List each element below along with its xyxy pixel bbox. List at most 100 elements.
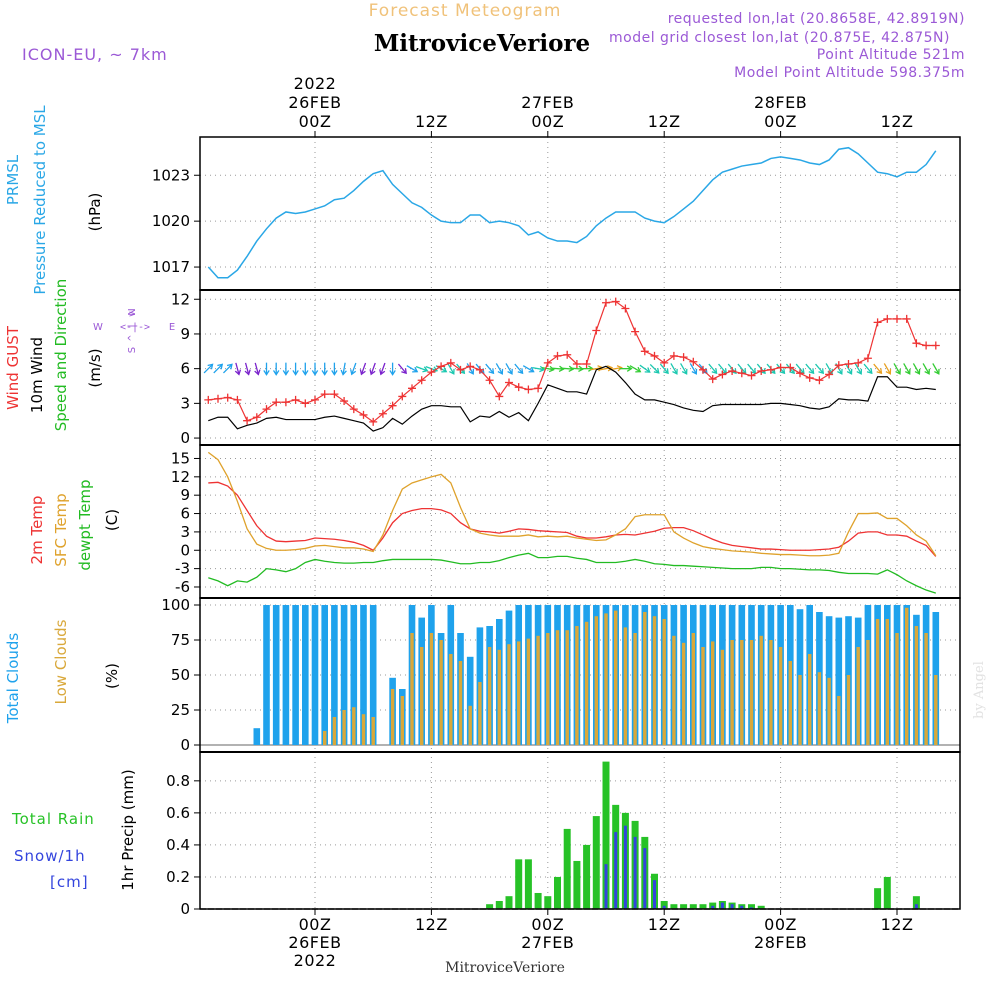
low-cloud-bar [468, 705, 472, 745]
wind-arrow-shaft [514, 363, 524, 374]
sfc-temp-line [207, 451, 937, 557]
wind-arrow-head [292, 370, 299, 376]
gust-marker [893, 314, 901, 323]
y-tick-label: -3 [175, 560, 190, 578]
gust-marker [922, 341, 931, 350]
low-cloud-bar [691, 633, 695, 745]
y-tick-label: 9 [180, 486, 190, 504]
rain-bar [883, 876, 891, 909]
y-tick-label: 0.2 [166, 868, 190, 886]
wind-arrow [883, 363, 892, 375]
wind-arrow-shaft [522, 365, 534, 373]
low-cloud-bar [672, 635, 676, 745]
low-cloud-bar [914, 626, 919, 745]
temp2m-label: 2m Temp [28, 496, 46, 565]
wind-arrow-shaft [718, 363, 727, 374]
wind-arrow-head [282, 370, 290, 376]
wind-arrow-shaft [912, 363, 920, 375]
pressure-label-2: Pressure Reduced to MSL [31, 105, 49, 295]
wind-arrow-head [876, 368, 883, 375]
y-tick-label: 6 [180, 360, 190, 378]
total-cloud-bar [272, 605, 280, 745]
wind-arrow [244, 362, 251, 376]
wind-labels: Wind GUST 10m Wind Speed and Direction (… [4, 279, 104, 432]
footer-location: MitroviceVeriore [445, 960, 565, 976]
low-cloud-bar [905, 607, 909, 745]
time-label-top: 00Z [531, 112, 564, 131]
rain-bar [670, 904, 678, 909]
wind-arrow-head [441, 366, 448, 373]
gust-marker [349, 405, 358, 414]
product-title: Forecast Meteogram [369, 1, 562, 21]
wind-arrow [389, 362, 396, 376]
cloud-labels: Total Clouds Low Clouds (%) [4, 619, 121, 724]
wind-arrow-head [488, 368, 495, 375]
gust-marker [291, 395, 300, 404]
wind-arrow [639, 364, 651, 373]
rain-bar [748, 904, 755, 909]
snow-bar [604, 864, 608, 909]
low-cloud-bar [497, 649, 501, 745]
rain-bar [699, 904, 707, 909]
y-tick-label: 100 [161, 596, 190, 614]
wind-arrow-head [311, 370, 319, 376]
credit-watermark: by Angel [972, 661, 987, 719]
wind-arrow [447, 363, 455, 375]
wind-arrow [854, 363, 863, 375]
gust-marker [417, 376, 426, 385]
wind-arrow-head [914, 368, 921, 375]
snow-bar [711, 905, 715, 909]
gust-marker [776, 363, 785, 372]
wind-arrow-shaft [815, 363, 824, 374]
wind-arrow-shaft [599, 366, 613, 371]
gust-marker [728, 366, 737, 375]
time-label-bottom: 26FEB [288, 933, 341, 952]
closest-coords: model grid closest lon,lat (20.875E, 42.… [609, 30, 950, 46]
wind-arrow-shaft [893, 363, 901, 375]
rain-label: Total Rain [11, 810, 95, 828]
low-cloud-bar [837, 696, 841, 745]
gust-marker [592, 326, 601, 335]
time-label-top: 00Z [299, 112, 332, 131]
gust-marker [359, 410, 368, 419]
time-label-top: 12Z [415, 112, 448, 131]
dewpt-line [208, 552, 936, 594]
wind-arrow-shaft [351, 362, 357, 375]
rain-bar [563, 828, 571, 909]
total-cloud-bar [282, 605, 290, 745]
gust-marker [437, 362, 446, 371]
y-tick-label: 1017 [152, 258, 190, 276]
y-tick-label: 0 [180, 736, 190, 754]
temp2m-line [208, 481, 937, 557]
wind-arrow-head [401, 368, 407, 375]
wind-arrow-head [207, 363, 214, 370]
wind-arrow-head [885, 368, 892, 375]
y-tick-label: 12 [171, 468, 190, 486]
wind-arrow [532, 365, 546, 373]
wind-arrow-shaft [495, 363, 503, 375]
total-cloud-bar [360, 605, 367, 745]
time-label-bottom: 12Z [648, 915, 681, 934]
low-cloud-bar [400, 696, 404, 745]
wind-arrow-head [350, 369, 357, 376]
low-cloud-bar [769, 640, 773, 745]
gust-marker [388, 401, 397, 410]
wind-arrow-head [846, 368, 853, 375]
wind-arrow [629, 365, 642, 373]
gust-marker [398, 392, 407, 401]
compass-north: N [127, 308, 138, 315]
wind-arrow-head [924, 368, 930, 375]
wind-arrow-shaft [747, 363, 756, 374]
gust-marker [252, 413, 261, 422]
wind-arrow [406, 365, 419, 373]
wind-arrow-head [497, 368, 504, 375]
total-cloud-bar [311, 605, 319, 745]
wind-arrow-head [895, 368, 901, 375]
total-clouds-label: Total Clouds [4, 633, 22, 725]
wind-arrow [263, 362, 270, 376]
wind-arrow-shaft [805, 363, 815, 374]
rain-bar [592, 816, 600, 909]
total-cloud-bar [466, 656, 474, 745]
wind-arrow-shaft [932, 363, 940, 375]
gust-marker [534, 384, 543, 393]
